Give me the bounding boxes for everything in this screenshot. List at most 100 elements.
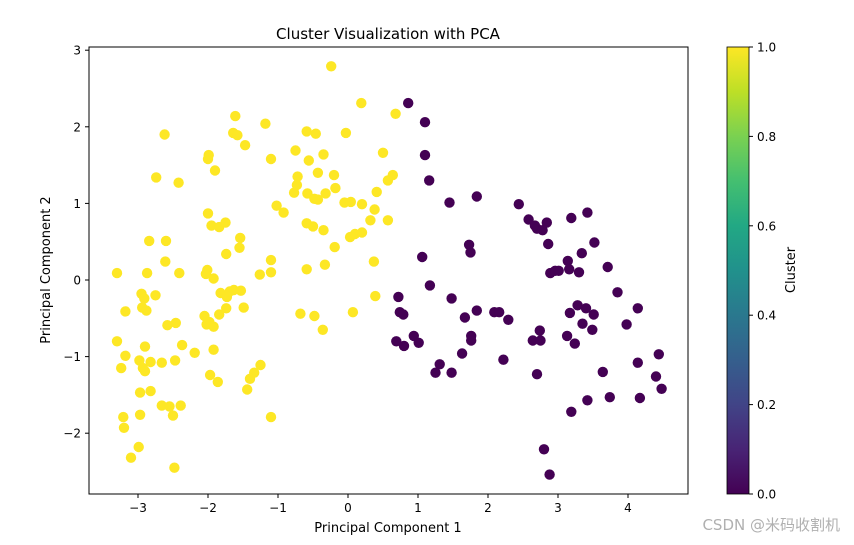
- data-point: [141, 267, 153, 279]
- data-point: [206, 220, 217, 231]
- data-point: [544, 469, 555, 480]
- data-point: [208, 273, 219, 284]
- data-point: [307, 221, 319, 232]
- data-point: [419, 149, 431, 161]
- data-point: [589, 237, 600, 248]
- data-point: [398, 340, 410, 352]
- data-point: [419, 117, 431, 128]
- x-tick-label: 3: [554, 501, 562, 515]
- data-point: [162, 320, 173, 331]
- data-point: [534, 325, 545, 336]
- data-point: [446, 293, 457, 304]
- data-point: [466, 335, 477, 346]
- x-axis-label: Principal Component 1: [314, 521, 461, 536]
- colorbar-tick-label: 0.8: [757, 130, 776, 144]
- data-point: [531, 369, 543, 380]
- data-point: [582, 395, 593, 406]
- data-point: [328, 169, 340, 181]
- data-point: [118, 411, 129, 423]
- data-point: [444, 197, 455, 208]
- data-point: [169, 355, 181, 366]
- data-point: [291, 179, 303, 191]
- data-point: [169, 462, 180, 473]
- data-point: [656, 383, 667, 394]
- data-point: [424, 280, 436, 291]
- data-point: [377, 147, 389, 158]
- data-point: [232, 130, 243, 141]
- data-point: [141, 305, 152, 316]
- data-point: [301, 126, 312, 137]
- data-point: [318, 225, 329, 236]
- data-point: [265, 153, 277, 165]
- data-point: [312, 167, 324, 178]
- data-point: [382, 175, 394, 186]
- data-point: [365, 215, 376, 226]
- data-point: [597, 366, 608, 378]
- data-point: [356, 97, 367, 109]
- data-point: [290, 145, 301, 156]
- data-point: [167, 410, 179, 421]
- data-point: [202, 153, 214, 165]
- data-point: [208, 321, 219, 332]
- y-tick-label: 2: [73, 120, 81, 134]
- data-point: [120, 306, 131, 317]
- data-point: [604, 392, 615, 403]
- data-point: [498, 354, 509, 365]
- colorbar-label: Cluster: [784, 246, 799, 293]
- data-point: [164, 401, 175, 412]
- data-point: [369, 204, 380, 215]
- data-point: [634, 392, 646, 404]
- data-point: [537, 225, 548, 236]
- data-point: [582, 207, 593, 218]
- data-point: [156, 400, 167, 411]
- data-point: [398, 309, 409, 320]
- data-point: [230, 110, 241, 122]
- data-point: [234, 242, 245, 253]
- data-point: [202, 208, 214, 219]
- data-point: [329, 241, 340, 253]
- data-point: [541, 217, 552, 228]
- data-point: [650, 371, 662, 382]
- data-point: [292, 171, 303, 182]
- data-point: [317, 324, 328, 335]
- data-point: [319, 259, 331, 270]
- data-point: [239, 140, 251, 151]
- colorbar: [726, 46, 750, 495]
- x-tick-label: −1: [269, 501, 287, 515]
- data-point: [111, 267, 123, 279]
- data-point: [133, 441, 144, 453]
- data-point: [459, 312, 471, 323]
- data-point: [602, 261, 613, 273]
- data-point: [632, 303, 643, 314]
- data-point: [312, 194, 324, 205]
- data-point: [612, 287, 623, 298]
- data-point: [235, 232, 246, 244]
- data-point: [212, 376, 223, 388]
- data-point: [174, 267, 185, 279]
- data-point: [150, 290, 161, 301]
- data-point: [561, 330, 573, 342]
- data-point: [580, 303, 592, 314]
- data-point: [564, 264, 575, 275]
- data-point: [569, 338, 580, 349]
- data-point: [160, 256, 171, 267]
- data-point: [513, 199, 524, 210]
- data-point: [576, 248, 587, 259]
- data-point: [309, 310, 320, 322]
- data-point: [564, 307, 576, 319]
- x-tick-label: 0: [344, 501, 352, 515]
- data-point: [535, 335, 546, 346]
- data-point: [382, 215, 394, 226]
- data-point: [209, 165, 221, 176]
- data-point: [538, 444, 550, 455]
- data-point: [145, 385, 156, 397]
- data-point: [189, 347, 200, 358]
- data-point: [221, 303, 232, 314]
- data-point: [265, 267, 277, 278]
- colorbar-ticks: 0.0 0.2 0.4 0.6 0.8 1.0: [749, 41, 776, 502]
- data-point: [125, 452, 137, 463]
- data-point: [208, 344, 219, 355]
- data-point: [347, 307, 359, 318]
- colorbar-tick-label: 1.0: [757, 41, 776, 55]
